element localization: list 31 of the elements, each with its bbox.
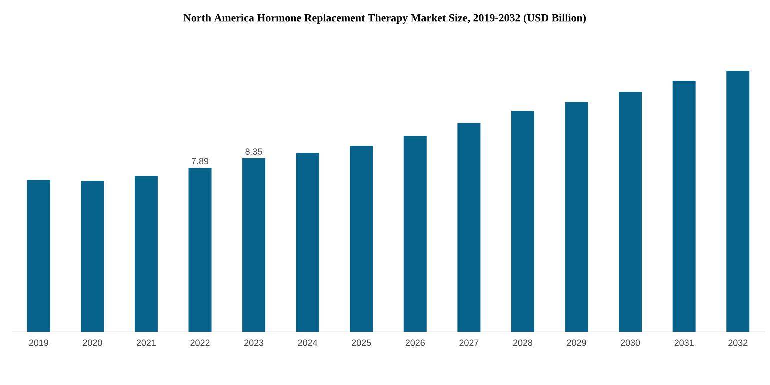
bar (619, 92, 642, 332)
bar (726, 71, 750, 332)
x-tick-label: 2026 (406, 340, 425, 346)
bar (188, 168, 212, 332)
bar (27, 180, 50, 332)
bar (242, 158, 266, 332)
data-label: 7.89 (192, 158, 209, 165)
bar (134, 176, 158, 332)
bar (81, 181, 104, 332)
x-tick-label: 2024 (298, 340, 318, 346)
x-tick-label: 2027 (460, 340, 479, 346)
chart-title: North America Hormone Replacement Therapy Market Size, 2019-2032 (USD Billion) (184, 14, 586, 24)
bar (672, 81, 696, 332)
bar (511, 111, 534, 332)
x-tick-label: 2020 (83, 340, 102, 346)
x-tick-label: 2032 (728, 340, 748, 346)
x-tick-label: 2029 (567, 340, 586, 346)
x-tick-label: 2021 (136, 340, 156, 346)
bar (404, 136, 427, 332)
data-label: 8.35 (246, 148, 262, 155)
x-tick-label: 2028 (513, 340, 533, 346)
bar (350, 146, 374, 332)
bar (565, 102, 588, 332)
bar (296, 153, 320, 332)
x-tick-label: 2031 (674, 340, 694, 346)
bar (458, 123, 481, 332)
x-tick-label: 2030 (621, 340, 640, 346)
x-tick-label: 2019 (29, 340, 48, 346)
x-tick-label: 2022 (190, 340, 210, 346)
x-tick-label: 2025 (352, 340, 372, 346)
x-tick-label: 2023 (244, 340, 264, 346)
